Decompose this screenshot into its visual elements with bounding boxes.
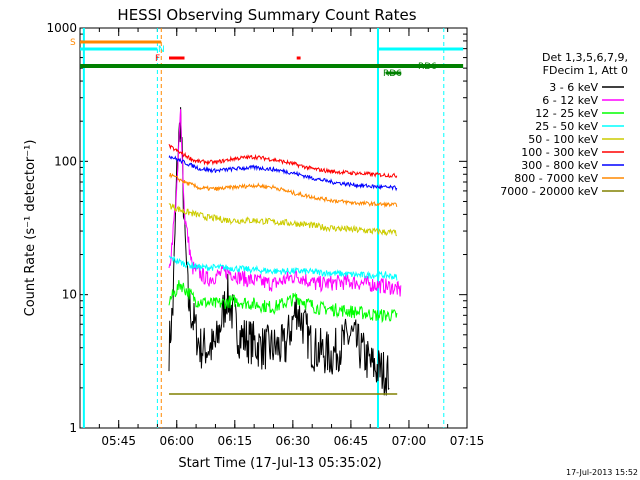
legend: Det 1,3,5,6,7,9,FDecim 1, Att 0 3 - 6 keV… bbox=[500, 51, 628, 198]
state-label: RD6 bbox=[418, 62, 437, 72]
series-line bbox=[168, 172, 398, 209]
x-tick-label: 05:45 bbox=[101, 434, 136, 448]
x-axis-label: Start Time (17-Jul-13 05:35:02) bbox=[178, 456, 381, 471]
state-indicators: S NF RD6 RD6 bbox=[70, 28, 464, 428]
x-tick-label: 06:15 bbox=[218, 434, 253, 448]
series-line bbox=[168, 109, 402, 297]
legend-entry-label: 12 - 25 keV bbox=[535, 107, 598, 120]
legend-header: Det 1,3,5,6,7,9, bbox=[542, 51, 628, 64]
series-line bbox=[168, 280, 398, 324]
series-line bbox=[168, 143, 398, 179]
x-tick-label: 07:00 bbox=[392, 434, 427, 448]
y-tick-label: 1000 bbox=[46, 21, 77, 35]
legend-entry-label: 800 - 7000 keV bbox=[514, 172, 598, 185]
legend-entry-label: 6 - 12 keV bbox=[542, 94, 598, 107]
chart-title: HESSI Observing Summary Count Rates bbox=[117, 6, 416, 24]
legend-entry-label: 50 - 100 keV bbox=[528, 133, 598, 146]
x-tick-label: 06:45 bbox=[334, 434, 369, 448]
state-label: S bbox=[70, 38, 76, 48]
series-line bbox=[168, 107, 390, 396]
x-tick-label: 06:30 bbox=[276, 434, 311, 448]
y-axis-label: Count Rate (s⁻¹ detector⁻¹) bbox=[23, 140, 38, 317]
legend-entry-label: 25 - 50 keV bbox=[535, 120, 598, 133]
x-tick-label: 07:15 bbox=[450, 434, 485, 448]
axis-ticks: 05:45 06:00 06:15 06:30 06:45 07:00 07:15 1 10 10… bbox=[46, 21, 484, 448]
legend-entry-label: 3 - 6 keV bbox=[549, 81, 598, 94]
state-label: RD6 bbox=[383, 69, 402, 79]
x-tick-label: 06:00 bbox=[159, 434, 194, 448]
legend-header: FDecim 1, Att 0 bbox=[543, 64, 628, 77]
series-line bbox=[168, 255, 398, 281]
legend-entry-label: 7000 - 20000 keV bbox=[500, 185, 598, 198]
y-tick-label: 1 bbox=[69, 421, 77, 435]
footer-timestamp: 17-Jul-2013 15:52 bbox=[566, 468, 638, 477]
legend-entry-label: 300 - 800 keV bbox=[521, 159, 598, 172]
legend-entry-label: 100 - 300 keV bbox=[521, 146, 598, 159]
series-lines bbox=[168, 107, 402, 396]
y-tick-label: 100 bbox=[54, 154, 77, 168]
y-tick-label: 10 bbox=[62, 288, 77, 302]
series-line bbox=[168, 203, 398, 237]
state-label: N bbox=[158, 45, 165, 55]
state-label: F bbox=[155, 54, 160, 64]
series-line bbox=[168, 155, 398, 192]
